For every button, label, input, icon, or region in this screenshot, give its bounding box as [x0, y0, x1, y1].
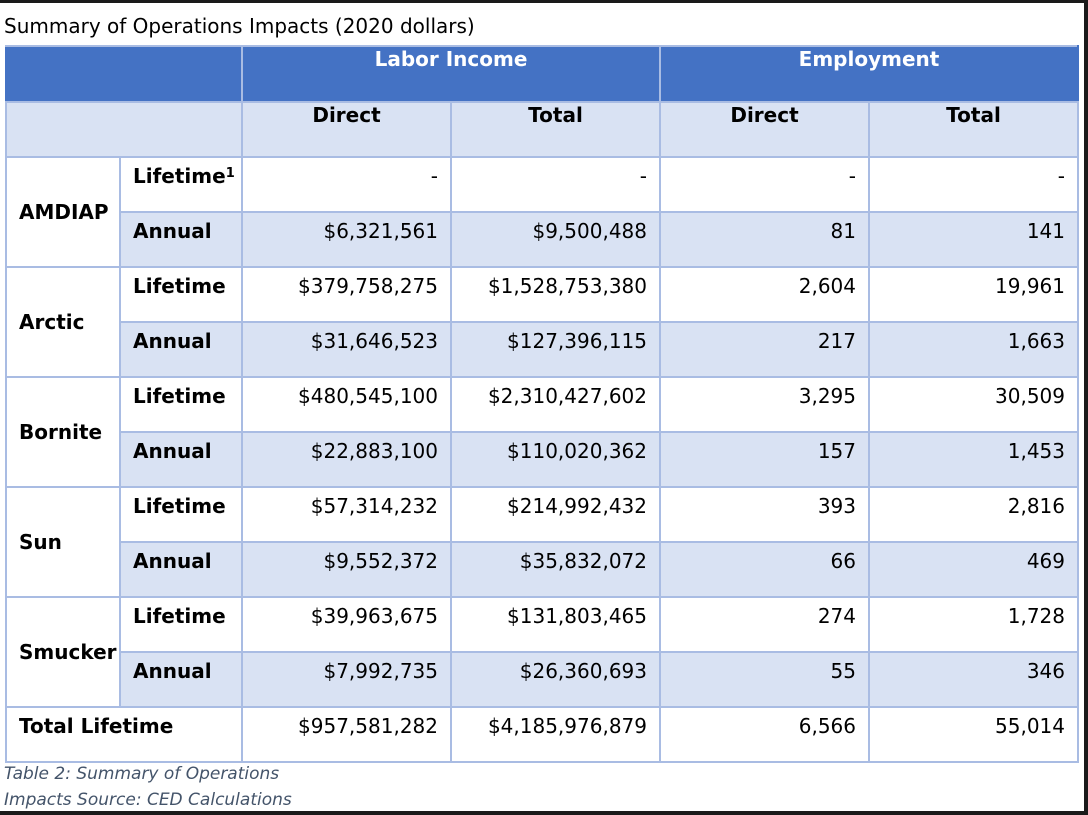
period-label-text: Annual: [133, 549, 212, 573]
labor-total-header: Total: [450, 101, 661, 158]
cell-employment-direct: 393: [659, 486, 870, 543]
cell-employment-total: 346: [868, 651, 1079, 708]
sub-header-row: Direct Total Direct Total: [5, 101, 1079, 158]
period-label: Annual: [119, 541, 243, 598]
cell-employment-total: 30,509: [868, 376, 1079, 433]
table-row: Annual $6,321,561 $9,500,488 81 141: [6, 211, 1079, 268]
period-label: Lifetime: [119, 266, 243, 323]
cell-employment-direct: -: [659, 156, 870, 213]
table-caption: Table 2: Summary of Operations Impacts S…: [4, 761, 292, 813]
total-lifetime-row: Total Lifetime $957,581,282 $4,185,976,8…: [5, 706, 1079, 763]
table-row: Annual $31,646,523 $127,396,115 217 1,663: [6, 321, 1079, 378]
cell-labor-direct: -: [241, 156, 452, 213]
cell-labor-direct: $22,883,100: [241, 431, 452, 488]
cell-employment-direct: 3,295: [659, 376, 870, 433]
cell-employment-direct: 2,604: [659, 266, 870, 323]
period-label-text: Annual: [133, 219, 212, 243]
table-row: Annual $22,883,100 $110,020,362 157 1,453: [6, 431, 1079, 488]
cell-employment-total: 19,961: [868, 266, 1079, 323]
period-label: Lifetime: [119, 596, 243, 653]
employment-total-header: Total: [868, 101, 1079, 158]
cell-employment-direct: 55: [659, 651, 870, 708]
table-row: Sun Lifetime $57,314,232 $214,992,432 393 2,8…: [5, 486, 1079, 598]
header-blank-cell: [5, 45, 243, 103]
period-label-text: Annual: [133, 659, 212, 683]
group-label: Bornite: [5, 376, 121, 488]
period-label: Annual: [119, 321, 243, 378]
period-label-text: Lifetime: [133, 164, 226, 188]
cell-labor-direct: $480,545,100: [241, 376, 452, 433]
total-employment-total: 55,014: [868, 706, 1079, 763]
total-label: Total Lifetime: [5, 706, 243, 763]
group-label: Sun: [5, 486, 121, 598]
cell-employment-total: -: [868, 156, 1079, 213]
period-label: Lifetime: [119, 376, 243, 433]
cell-labor-total: $1,528,753,380: [450, 266, 661, 323]
cell-employment-direct: 157: [659, 431, 870, 488]
table-title: Summary of Operations Impacts (2020 doll…: [4, 14, 475, 38]
period-label: Lifetime: [119, 486, 243, 543]
cell-labor-total: $9,500,488: [450, 211, 661, 268]
cell-labor-direct: $6,321,561: [241, 211, 452, 268]
cell-labor-direct: $7,992,735: [241, 651, 452, 708]
cell-employment-total: 1,663: [868, 321, 1079, 378]
caption-line-1: Table 2: Summary of Operations: [4, 764, 280, 784]
cell-labor-direct: $39,963,675: [241, 596, 452, 653]
table-row: Smucker Lifetime $39,963,675 $131,803,465 27…: [5, 596, 1079, 708]
cell-employment-total: 141: [868, 211, 1079, 268]
total-employment-direct: 6,566: [659, 706, 870, 763]
caption-line-2: Impacts Source: CED Calculations: [4, 790, 292, 810]
cell-labor-direct: $9,552,372: [241, 541, 452, 598]
table-row: AMDIAP Lifetime1- - - -: [5, 156, 1079, 268]
cell-labor-total: $35,832,072: [450, 541, 661, 598]
cell-labor-total: $2,310,427,602: [450, 376, 661, 433]
period-label: Annual: [119, 651, 243, 708]
employment-header: Employment: [659, 45, 1079, 103]
total-labor-total: $4,185,976,879: [450, 706, 661, 763]
period-label-text: Annual: [133, 439, 212, 463]
period-label-text: Lifetime: [133, 494, 226, 518]
period-label: Lifetime1: [119, 156, 243, 213]
operations-impacts-table: Labor Income Employment Direct Total Dir…: [5, 45, 1079, 763]
cell-employment-total: 2,816: [868, 486, 1079, 543]
cell-labor-total: $131,803,465: [450, 596, 661, 653]
labor-income-header: Labor Income: [241, 45, 661, 103]
cell-labor-total: $26,360,693: [450, 651, 661, 708]
cell-employment-total: 469: [868, 541, 1079, 598]
cell-employment-total: 1,728: [868, 596, 1079, 653]
table-body: AMDIAP Lifetime1- - - - Annual $6,321,561 $9,50…: [5, 156, 1079, 763]
cell-employment-direct: 274: [659, 596, 870, 653]
cell-labor-total: $110,020,362: [450, 431, 661, 488]
cell-employment-direct: 66: [659, 541, 870, 598]
table-row: Annual $9,552,372 $35,832,072 66 469: [6, 541, 1079, 598]
cell-labor-direct: $57,314,232: [241, 486, 452, 543]
table-row: Bornite Lifetime $480,545,100 $2,310,427,60…: [5, 376, 1079, 488]
subheader-blank-cell: [5, 101, 243, 158]
cell-employment-direct: 81: [659, 211, 870, 268]
cell-labor-total: $214,992,432: [450, 486, 661, 543]
total-labor-direct: $957,581,282: [241, 706, 452, 763]
employment-direct-header: Direct: [659, 101, 870, 158]
group-label: Smucker: [5, 596, 121, 708]
labor-direct-header: Direct: [241, 101, 452, 158]
footnote-marker: 1: [225, 166, 235, 181]
period-label-text: Lifetime: [133, 274, 226, 298]
cell-employment-total: 1,453: [868, 431, 1079, 488]
cell-employment-direct: 217: [659, 321, 870, 378]
table-row: Arctic Lifetime $379,758,275 $1,528,753,380…: [5, 266, 1079, 378]
period-label-text: Lifetime: [133, 384, 226, 408]
cell-labor-direct: $379,758,275: [241, 266, 452, 323]
group-label: AMDIAP: [5, 156, 121, 268]
period-label: Annual: [119, 431, 243, 488]
cell-labor-direct: $31,646,523: [241, 321, 452, 378]
cell-labor-total: $127,396,115: [450, 321, 661, 378]
period-label-text: Lifetime: [133, 604, 226, 628]
period-label-text: Annual: [133, 329, 212, 353]
cell-labor-total: -: [450, 156, 661, 213]
period-label: Annual: [119, 211, 243, 268]
table-row: Annual $7,992,735 $26,360,693 55 346: [6, 651, 1079, 708]
group-header-row: Labor Income Employment: [5, 45, 1079, 103]
group-label: Arctic: [5, 266, 121, 378]
